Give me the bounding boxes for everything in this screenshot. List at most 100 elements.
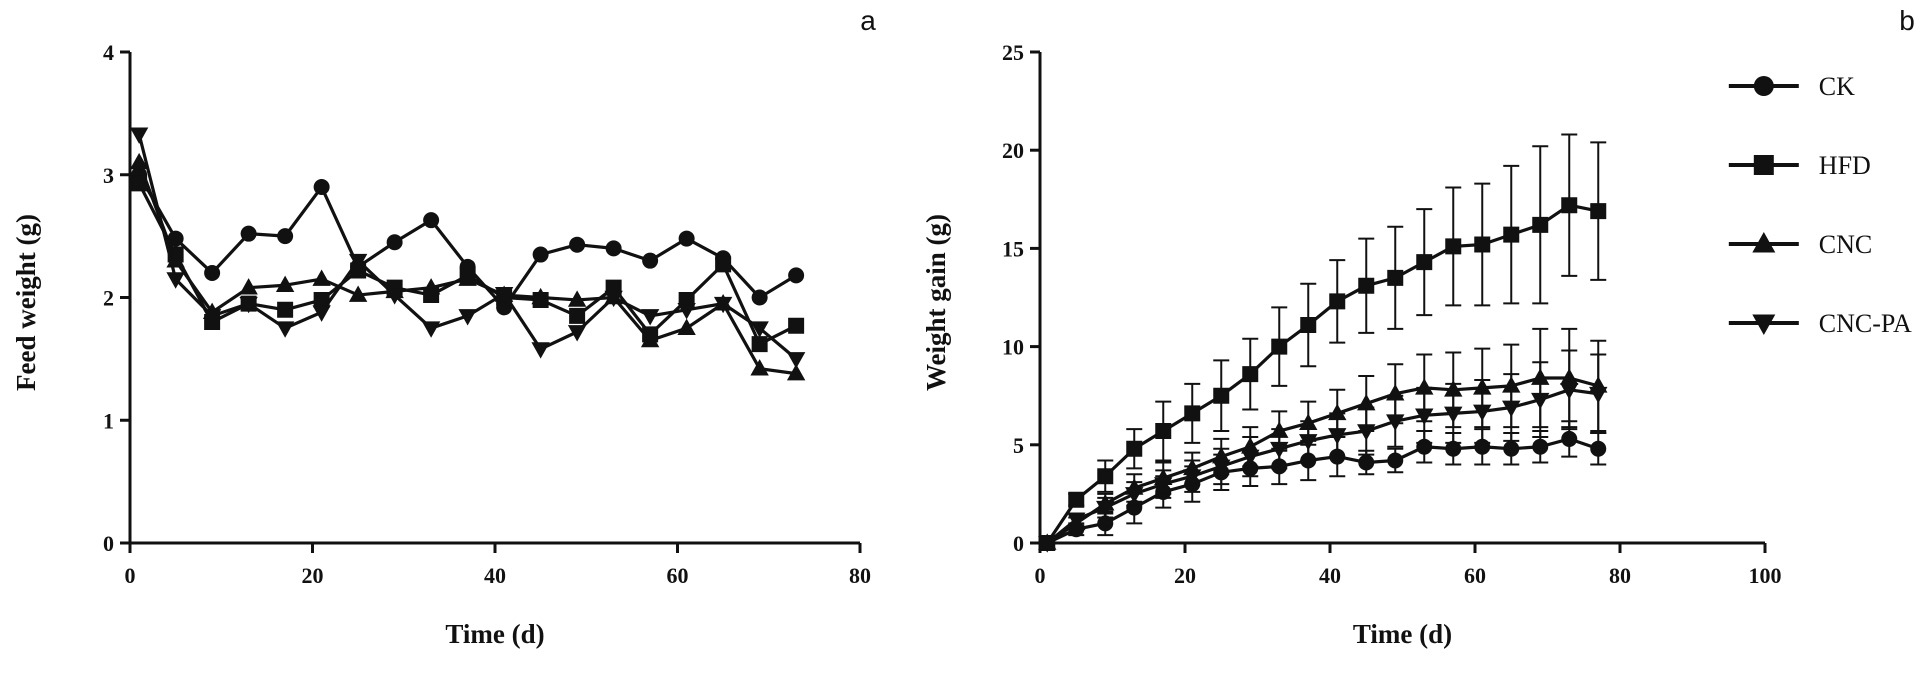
data-point xyxy=(677,318,696,335)
data-point xyxy=(786,352,806,369)
data-point xyxy=(713,296,733,314)
data-point xyxy=(751,336,768,353)
legend: CK HFD CNC CNC-PA xyxy=(1728,72,1912,338)
data-point xyxy=(312,305,331,322)
data-point xyxy=(1038,536,1057,553)
data-point xyxy=(167,230,184,247)
data-point xyxy=(605,240,622,257)
data-point xyxy=(786,364,806,381)
series-cnc-pa xyxy=(129,127,806,369)
data-point xyxy=(1242,366,1259,383)
data-point xyxy=(1386,414,1405,431)
data-point xyxy=(1415,408,1434,425)
y-tick-label: 1 xyxy=(103,408,114,433)
data-point xyxy=(1155,423,1172,440)
data-point xyxy=(677,302,696,320)
data-point xyxy=(275,275,295,293)
data-point xyxy=(1068,491,1085,508)
y-tick-label: 4 xyxy=(103,40,114,65)
data-point xyxy=(1271,338,1288,355)
data-point xyxy=(569,236,586,253)
data-point xyxy=(640,309,660,326)
legend-label: CK xyxy=(1819,72,1855,101)
data-point xyxy=(1474,236,1491,253)
data-point xyxy=(1067,512,1086,530)
y-tick-label: 5 xyxy=(1013,433,1024,458)
data-point xyxy=(1532,216,1549,233)
legend-marker xyxy=(1752,314,1776,335)
data-point xyxy=(1097,515,1114,532)
data-point xyxy=(788,317,805,334)
data-point xyxy=(1213,387,1230,404)
data-point xyxy=(421,321,441,338)
data-point xyxy=(1502,400,1521,418)
data-point xyxy=(678,230,695,247)
data-point xyxy=(1531,392,1550,410)
x-axis-title: Time (d) xyxy=(445,619,544,649)
series-cnc-pa xyxy=(1038,349,1608,553)
data-point xyxy=(204,264,221,281)
data-point xyxy=(1126,440,1143,457)
y-tick-label: 15 xyxy=(1002,236,1024,261)
data-point xyxy=(1561,430,1578,447)
data-point xyxy=(1415,378,1434,395)
data-point xyxy=(421,278,441,295)
x-tick-label: 60 xyxy=(667,563,689,588)
data-point xyxy=(1387,269,1404,286)
panel-letter: a xyxy=(860,5,876,36)
data-point xyxy=(458,309,477,326)
data-point xyxy=(1126,499,1143,516)
data-point xyxy=(1358,454,1375,471)
data-point xyxy=(1357,393,1376,411)
data-point xyxy=(532,246,549,263)
legend-item-hfd: HFD xyxy=(1728,151,1871,180)
y-axis-title: Weight gain (g) xyxy=(921,214,951,391)
chart-panel-b: 0 5 10 15 20 25 0 20 40 60 80 100 Time (d) Weight gai… xyxy=(921,5,1915,649)
data-point xyxy=(567,325,587,342)
x-tick-label: 80 xyxy=(1609,563,1631,588)
data-point xyxy=(1299,434,1318,451)
series-line xyxy=(1046,388,1599,545)
legend-label: CNC xyxy=(1819,230,1872,259)
data-point xyxy=(531,342,550,359)
data-point xyxy=(1357,424,1376,441)
data-point xyxy=(1589,386,1608,404)
data-point xyxy=(239,296,258,314)
legend-marker xyxy=(1752,232,1776,253)
data-point xyxy=(277,228,294,245)
data-point xyxy=(569,307,586,324)
x-tick-label: 60 xyxy=(1464,563,1486,588)
data-point xyxy=(1270,441,1289,459)
data-point xyxy=(750,321,769,338)
data-point xyxy=(348,285,368,302)
data-point xyxy=(1416,254,1433,271)
data-point xyxy=(275,321,295,338)
data-point xyxy=(751,289,768,306)
data-point xyxy=(1532,438,1549,455)
data-point xyxy=(202,309,222,326)
data-point xyxy=(1241,449,1260,467)
data-point xyxy=(1387,452,1404,469)
data-point xyxy=(1212,459,1231,477)
y-tick-label: 20 xyxy=(1002,138,1024,163)
legend-item-ck: CK xyxy=(1728,72,1855,101)
data-point xyxy=(567,290,587,307)
y-tick-label: 2 xyxy=(103,286,114,311)
legend-item-cnc: CNC xyxy=(1728,230,1872,259)
data-point xyxy=(1097,468,1114,485)
x-tick-label: 0 xyxy=(1035,563,1046,588)
data-point xyxy=(1300,316,1317,333)
data-point xyxy=(1184,405,1201,422)
legend-label: HFD xyxy=(1819,151,1871,180)
data-point xyxy=(1503,226,1520,243)
data-point xyxy=(129,152,149,170)
data-point xyxy=(312,269,331,286)
data-point xyxy=(129,127,149,144)
data-point xyxy=(1125,487,1144,504)
data-point xyxy=(313,179,330,196)
legend-item-cnc-pa: CNC-PA xyxy=(1728,309,1912,338)
data-point xyxy=(1473,404,1492,422)
legend-label: CNC-PA xyxy=(1819,309,1912,338)
